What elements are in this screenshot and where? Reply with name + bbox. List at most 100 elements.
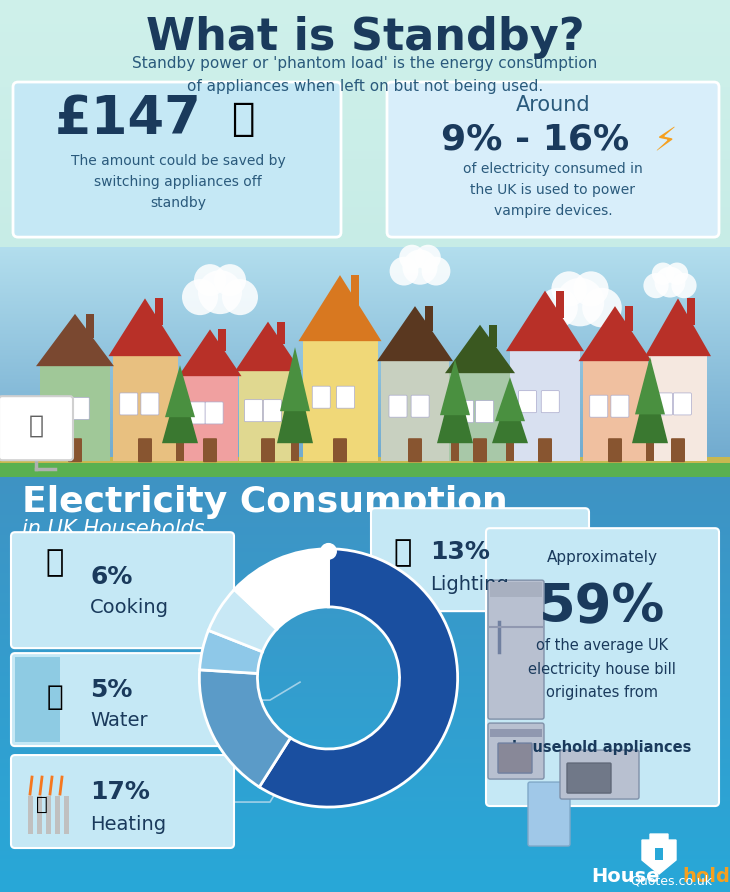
Bar bbox=[0, 688, 730, 693]
Bar bbox=[0, 302, 730, 310]
Text: of the average UK
electricity house bill
originates from: of the average UK electricity house bill… bbox=[528, 638, 676, 700]
Bar bbox=[0, 588, 730, 593]
Bar bbox=[0, 437, 730, 445]
Bar bbox=[0, 808, 730, 814]
Bar bbox=[0, 409, 730, 410]
Polygon shape bbox=[179, 329, 242, 376]
FancyBboxPatch shape bbox=[671, 438, 685, 462]
Bar bbox=[0, 453, 730, 461]
Bar bbox=[0, 883, 730, 888]
Bar bbox=[0, 613, 730, 618]
Bar bbox=[0, 422, 730, 430]
Bar bbox=[0, 816, 730, 822]
Bar bbox=[155, 299, 163, 325]
Bar bbox=[0, 567, 730, 573]
Circle shape bbox=[194, 264, 226, 296]
Bar bbox=[0, 837, 730, 842]
Bar bbox=[0, 647, 730, 651]
Text: ⏻: ⏻ bbox=[28, 413, 44, 437]
Bar bbox=[0, 467, 730, 469]
Bar bbox=[0, 404, 730, 405]
Bar bbox=[0, 290, 730, 291]
Bar bbox=[0, 402, 730, 404]
Bar bbox=[0, 79, 730, 87]
Bar bbox=[0, 392, 730, 394]
Bar bbox=[0, 199, 730, 207]
Bar bbox=[0, 250, 730, 252]
Bar bbox=[0, 71, 730, 79]
Bar bbox=[0, 750, 730, 756]
Bar bbox=[0, 458, 730, 463]
FancyBboxPatch shape bbox=[188, 402, 205, 424]
Bar bbox=[490, 729, 542, 737]
Bar bbox=[0, 427, 730, 429]
Text: hold: hold bbox=[682, 867, 730, 886]
Bar bbox=[0, 355, 730, 356]
Bar bbox=[0, 584, 730, 590]
Bar bbox=[0, 397, 730, 398]
FancyBboxPatch shape bbox=[141, 393, 159, 415]
Bar bbox=[0, 317, 730, 318]
Bar bbox=[0, 721, 730, 726]
Bar bbox=[0, 343, 730, 345]
Bar bbox=[0, 377, 730, 379]
Bar bbox=[0, 597, 730, 601]
Bar bbox=[0, 366, 730, 374]
Bar bbox=[0, 326, 730, 328]
Bar bbox=[0, 323, 730, 324]
Bar bbox=[0, 406, 730, 407]
Circle shape bbox=[198, 270, 242, 314]
Bar bbox=[0, 866, 730, 871]
Text: 🍲: 🍲 bbox=[46, 548, 64, 576]
Wedge shape bbox=[234, 549, 328, 629]
Bar bbox=[0, 475, 730, 476]
Bar bbox=[0, 95, 730, 103]
Bar bbox=[0, 796, 730, 801]
Bar bbox=[0, 791, 730, 797]
FancyBboxPatch shape bbox=[312, 386, 330, 409]
Bar bbox=[0, 551, 730, 556]
Bar bbox=[0, 144, 730, 151]
Bar bbox=[85, 314, 93, 338]
FancyBboxPatch shape bbox=[411, 395, 429, 417]
Bar bbox=[0, 266, 730, 267]
Bar bbox=[0, 356, 730, 357]
Bar bbox=[0, 382, 730, 384]
Bar bbox=[0, 440, 730, 442]
Text: House: House bbox=[591, 867, 660, 886]
Bar bbox=[0, 302, 730, 304]
Bar bbox=[0, 559, 730, 565]
Bar bbox=[0, 663, 730, 668]
FancyBboxPatch shape bbox=[389, 395, 407, 417]
Bar bbox=[0, 381, 730, 382]
Bar bbox=[0, 871, 730, 875]
Polygon shape bbox=[645, 299, 711, 356]
Bar bbox=[0, 191, 730, 199]
Polygon shape bbox=[632, 371, 668, 443]
Bar bbox=[0, 432, 730, 434]
Bar bbox=[0, 708, 730, 714]
Bar bbox=[0, 492, 730, 498]
Bar bbox=[0, 48, 730, 55]
Bar bbox=[0, 417, 730, 418]
Bar bbox=[0, 383, 730, 384]
Bar bbox=[0, 8, 730, 16]
Bar bbox=[0, 484, 730, 490]
Bar bbox=[0, 451, 730, 453]
Bar bbox=[0, 813, 730, 817]
Bar bbox=[0, 303, 730, 305]
Bar bbox=[0, 804, 730, 809]
Bar bbox=[583, 361, 648, 461]
Bar bbox=[0, 376, 730, 377]
Bar bbox=[0, 353, 730, 355]
Bar bbox=[0, 248, 730, 249]
Bar bbox=[0, 771, 730, 776]
Bar bbox=[0, 846, 730, 851]
Bar bbox=[0, 509, 730, 515]
Polygon shape bbox=[235, 322, 301, 371]
Bar bbox=[0, 671, 730, 676]
Bar bbox=[0, 151, 730, 159]
Circle shape bbox=[556, 278, 604, 326]
Text: 17%: 17% bbox=[90, 780, 150, 804]
FancyBboxPatch shape bbox=[387, 82, 719, 237]
